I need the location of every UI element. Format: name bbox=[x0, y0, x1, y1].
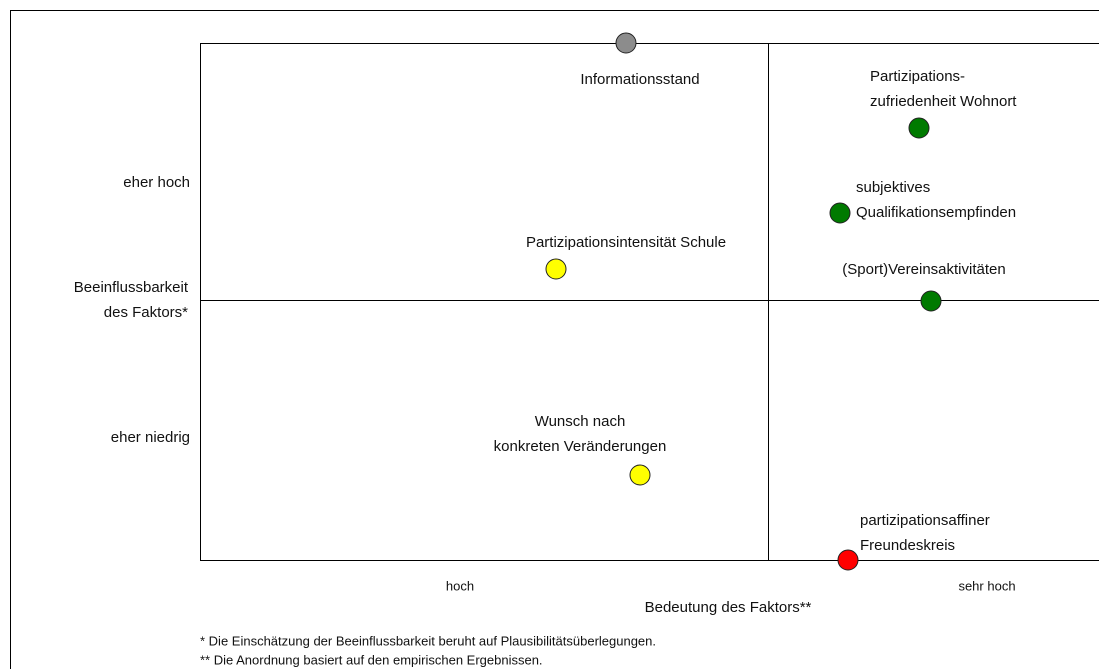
footnote: ** Die Anordnung basiert auf den empiris… bbox=[200, 652, 543, 667]
matrix-box bbox=[200, 43, 1099, 561]
y-label: eher niedrig bbox=[111, 429, 190, 446]
node-label: Freundeskreis bbox=[860, 537, 955, 554]
x-title: Bedeutung des Faktors** bbox=[645, 599, 812, 616]
node-label: Partizipations- bbox=[870, 68, 965, 85]
node-label: zufriedenheit Wohnort bbox=[870, 93, 1017, 110]
node-label: konkreten Veränderungen bbox=[494, 438, 667, 455]
node-label: Wunsch nach bbox=[535, 413, 626, 430]
y-label: eher hoch bbox=[123, 174, 190, 191]
node-label: partizipationsaffiner bbox=[860, 512, 990, 529]
node-label: subjektives bbox=[856, 179, 930, 196]
footnote: * Die Einschätzung der Beeinflussbarkeit… bbox=[200, 633, 656, 648]
outer-frame bbox=[10, 10, 1099, 669]
node-label: Informationsstand bbox=[580, 71, 699, 88]
node-label: Partizipationsintensität Schule bbox=[526, 234, 726, 251]
x-label: hoch bbox=[446, 578, 474, 593]
node-dot bbox=[615, 32, 637, 54]
node-label: (Sport)Vereinsaktivitäten bbox=[842, 261, 1005, 278]
y-title: des Faktors* bbox=[104, 304, 188, 321]
y-title: Beeinflussbarkeit bbox=[74, 279, 189, 296]
node-label: Qualifikationsempfinden bbox=[856, 204, 1016, 221]
node-dot bbox=[920, 290, 942, 312]
node-dot bbox=[908, 117, 930, 139]
x-label: sehr hoch bbox=[958, 578, 1015, 593]
node-dot bbox=[837, 549, 859, 571]
node-dot bbox=[829, 202, 851, 224]
node-dot bbox=[545, 258, 567, 280]
node-dot bbox=[629, 464, 651, 486]
